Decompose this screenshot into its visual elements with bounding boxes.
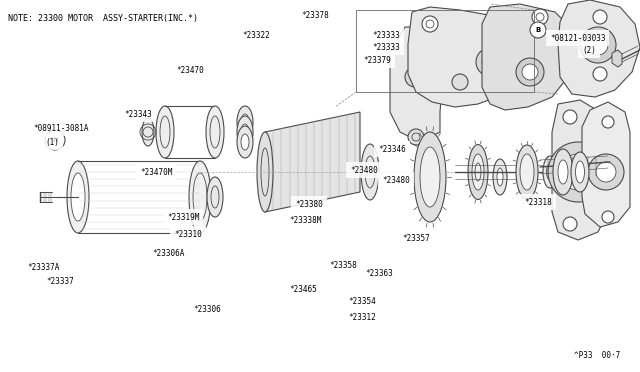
Text: *23337: *23337 [46, 278, 74, 286]
Polygon shape [482, 4, 575, 110]
Text: *23343: *23343 [124, 109, 152, 119]
Text: *23310: *23310 [174, 230, 202, 238]
Text: N: N [52, 137, 58, 143]
Ellipse shape [142, 118, 154, 146]
Ellipse shape [472, 154, 484, 190]
Text: *08911-3081A: *08911-3081A [33, 124, 88, 132]
Ellipse shape [414, 132, 446, 222]
Polygon shape [390, 27, 445, 142]
Ellipse shape [257, 132, 273, 212]
Ellipse shape [520, 154, 534, 190]
Circle shape [422, 16, 438, 32]
Circle shape [530, 22, 546, 38]
Ellipse shape [237, 106, 253, 138]
Ellipse shape [241, 114, 249, 130]
Text: (1): (1) [45, 138, 59, 147]
Text: (2): (2) [582, 45, 596, 55]
Circle shape [602, 116, 614, 128]
Circle shape [532, 9, 548, 25]
Text: *23379: *23379 [363, 55, 391, 64]
Text: *23306: *23306 [193, 305, 221, 314]
Polygon shape [552, 100, 608, 240]
Text: *23306A: *23306A [152, 250, 184, 259]
Circle shape [408, 129, 424, 145]
Text: *23480: *23480 [382, 176, 410, 185]
Ellipse shape [543, 156, 557, 188]
Circle shape [476, 48, 504, 76]
Circle shape [588, 35, 608, 55]
Polygon shape [582, 102, 630, 227]
Ellipse shape [497, 168, 503, 186]
Circle shape [548, 142, 608, 202]
Text: *23363: *23363 [365, 269, 393, 279]
Text: *23337A: *23337A [27, 263, 60, 272]
Text: *23333: *23333 [372, 42, 400, 51]
Circle shape [563, 110, 577, 124]
Circle shape [602, 211, 614, 223]
Ellipse shape [575, 161, 584, 183]
Circle shape [452, 74, 468, 90]
Circle shape [45, 130, 65, 150]
Circle shape [405, 67, 425, 87]
Circle shape [482, 54, 498, 70]
Circle shape [596, 162, 616, 182]
Circle shape [522, 64, 538, 80]
Circle shape [516, 58, 544, 86]
Text: *23312: *23312 [348, 312, 376, 321]
Ellipse shape [241, 134, 249, 150]
Polygon shape [612, 50, 622, 67]
Text: ^P33  00·7: ^P33 00·7 [573, 351, 620, 360]
Bar [356, 10, 534, 92]
Ellipse shape [156, 106, 174, 158]
Text: *23318: *23318 [524, 198, 552, 206]
Ellipse shape [571, 152, 589, 192]
Ellipse shape [553, 149, 573, 195]
Text: *23319M: *23319M [167, 212, 200, 221]
Text: *23358: *23358 [329, 262, 356, 270]
Ellipse shape [241, 124, 249, 140]
Ellipse shape [71, 173, 85, 221]
Text: *23322: *23322 [242, 31, 269, 39]
Text: *23470: *23470 [176, 65, 204, 74]
Circle shape [580, 27, 616, 63]
Ellipse shape [493, 159, 507, 195]
Text: *08121-03033: *08121-03033 [550, 33, 605, 42]
Polygon shape [408, 7, 530, 107]
Ellipse shape [207, 177, 223, 217]
Ellipse shape [558, 160, 568, 184]
Text: *23354: *23354 [348, 298, 376, 307]
Text: B: B [536, 27, 541, 33]
Text: *23346: *23346 [378, 144, 406, 154]
Text: *23470M: *23470M [140, 167, 172, 176]
Text: NOTE: 23300 MOTOR  ASSY-STARTER(INC.*): NOTE: 23300 MOTOR ASSY-STARTER(INC.*) [8, 14, 198, 23]
Polygon shape [558, 0, 640, 97]
Ellipse shape [237, 126, 253, 158]
Text: *23357: *23357 [402, 234, 429, 243]
Ellipse shape [67, 161, 89, 233]
Text: *23333: *23333 [372, 31, 400, 39]
Ellipse shape [468, 144, 488, 199]
Ellipse shape [361, 144, 379, 200]
Circle shape [588, 154, 624, 190]
Text: *23380: *23380 [295, 199, 323, 208]
Polygon shape [265, 112, 360, 212]
Circle shape [410, 72, 420, 82]
Ellipse shape [516, 145, 538, 199]
Circle shape [560, 154, 596, 190]
Ellipse shape [420, 147, 440, 207]
Text: *23480: *23480 [350, 166, 378, 174]
Ellipse shape [237, 116, 253, 148]
Text: *23465: *23465 [289, 285, 317, 294]
Circle shape [593, 10, 607, 24]
Text: *23378: *23378 [301, 10, 329, 19]
Ellipse shape [189, 161, 211, 233]
Circle shape [593, 67, 607, 81]
Ellipse shape [547, 164, 554, 180]
Ellipse shape [206, 106, 224, 158]
Circle shape [563, 217, 577, 231]
Text: *23338M: *23338M [289, 215, 321, 224]
